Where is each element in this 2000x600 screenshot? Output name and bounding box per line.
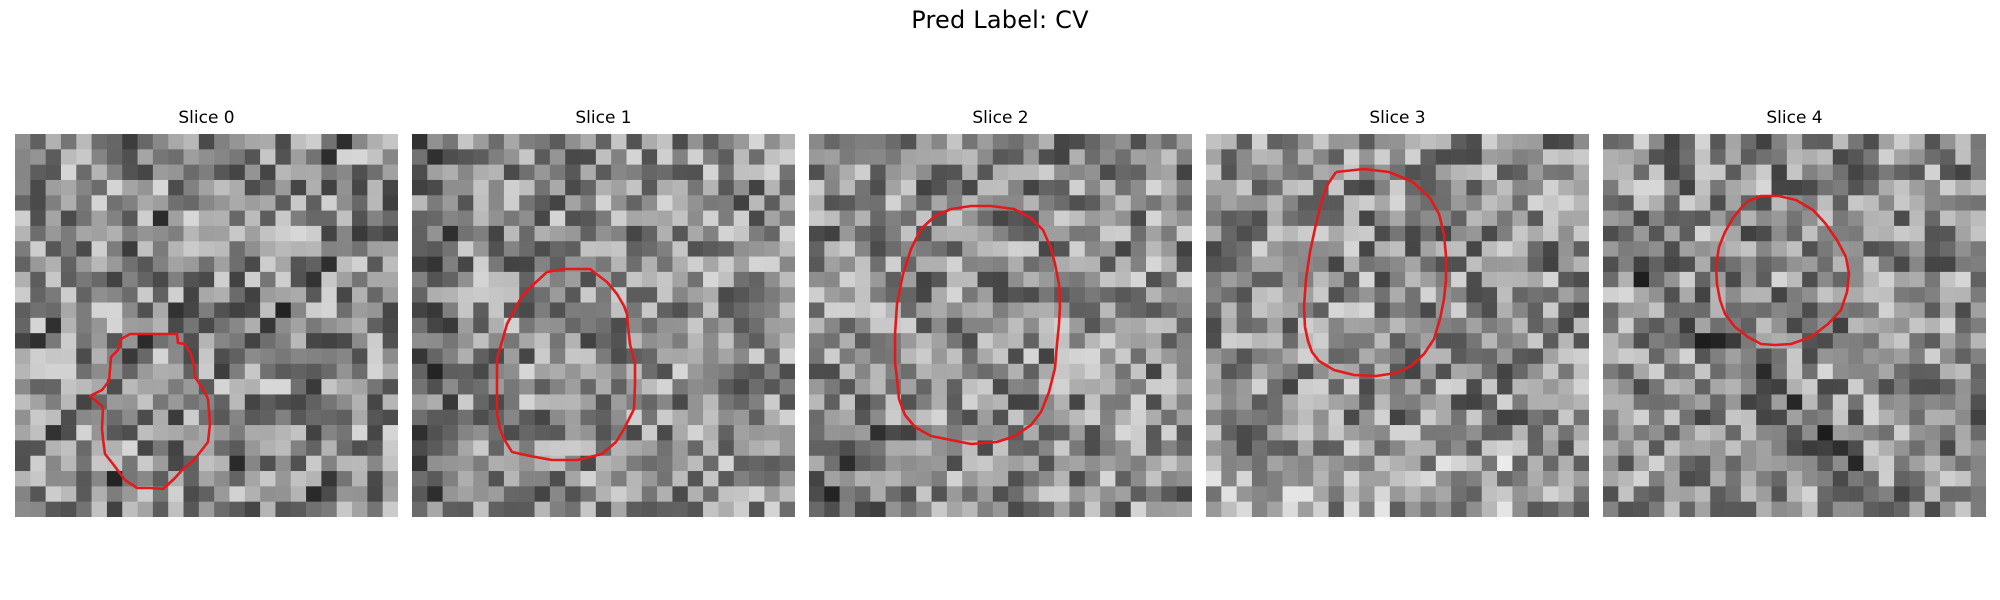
slice-title-2: Slice 2 bbox=[972, 108, 1029, 128]
slice-image-2 bbox=[809, 134, 1192, 517]
slice-title-0: Slice 0 bbox=[178, 108, 235, 128]
slice-panel-4: Slice 4 bbox=[1603, 108, 1986, 518]
slice-panel-3: Slice 3 bbox=[1206, 108, 1589, 518]
contour-3 bbox=[1302, 167, 1448, 378]
slice-image-4 bbox=[1603, 134, 1986, 517]
slice-panel-0: Slice 0 bbox=[15, 108, 398, 518]
contour-1 bbox=[495, 267, 637, 462]
slice-pixels-0 bbox=[15, 134, 398, 517]
slice-title-3: Slice 3 bbox=[1369, 108, 1426, 128]
slice-pixels-4 bbox=[1603, 134, 1986, 517]
slice-pixels-2 bbox=[809, 134, 1192, 517]
slice-panel-2: Slice 2 bbox=[809, 108, 1192, 518]
contour-0 bbox=[88, 332, 212, 491]
contour-2 bbox=[893, 204, 1062, 446]
figure-title: Pred Label: CV bbox=[911, 6, 1089, 34]
slice-image-1 bbox=[412, 134, 795, 517]
slice-panel-1: Slice 1 bbox=[412, 108, 795, 518]
slice-pixels-3 bbox=[1206, 134, 1589, 517]
slice-image-3 bbox=[1206, 134, 1589, 517]
slice-title-1: Slice 1 bbox=[575, 108, 632, 128]
slice-pixels-1 bbox=[412, 134, 795, 517]
contour-4 bbox=[1714, 194, 1851, 347]
slice-title-4: Slice 4 bbox=[1766, 108, 1823, 128]
slice-image-0 bbox=[15, 134, 398, 517]
